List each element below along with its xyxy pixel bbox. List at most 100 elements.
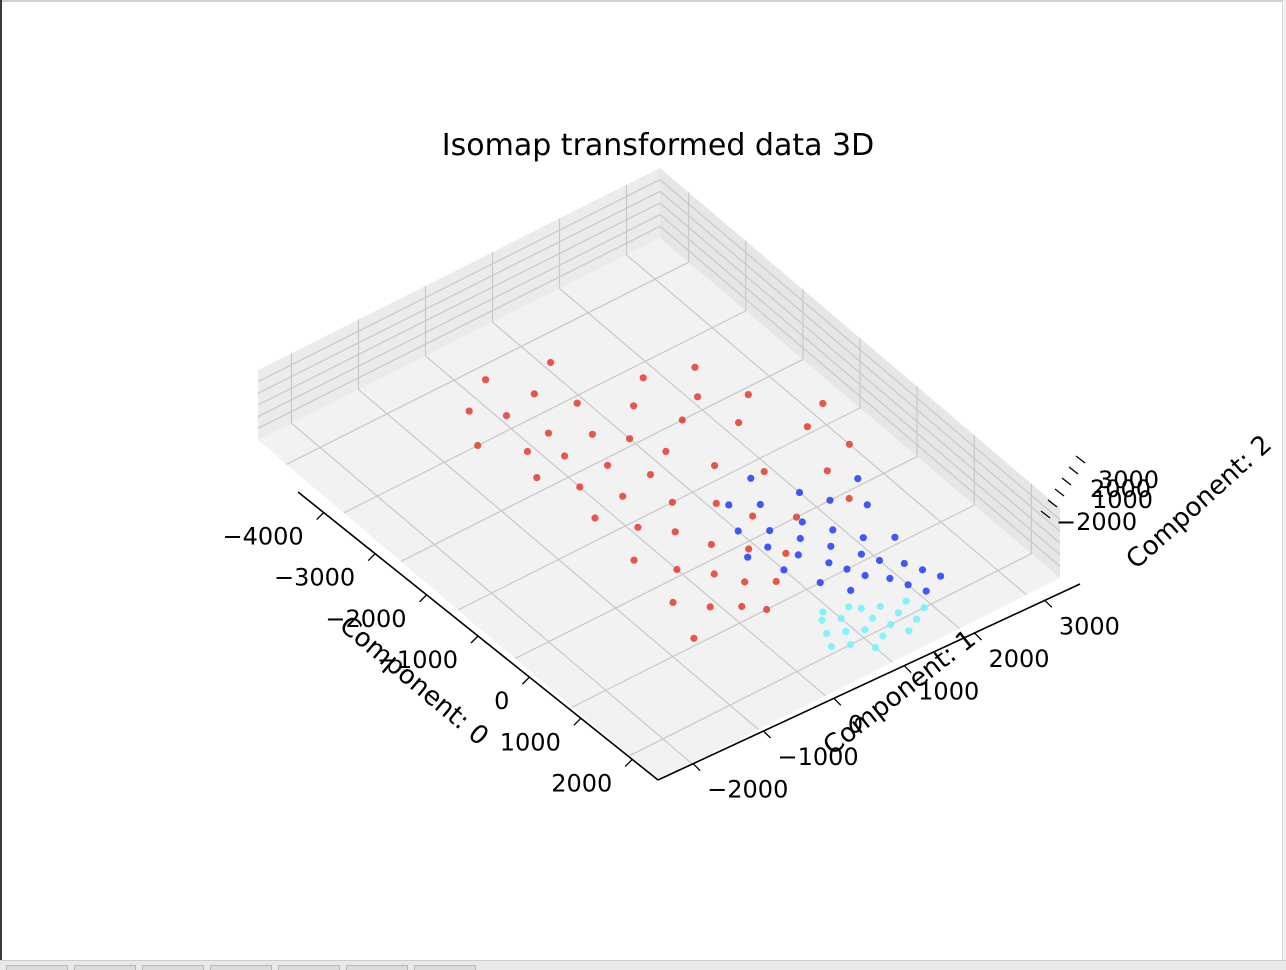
gridline-x [286, 261, 689, 465]
gridline-y [559, 288, 960, 629]
scatter-point [561, 452, 569, 460]
scatter-point [845, 603, 853, 611]
scatter-point [937, 572, 945, 580]
scatter-point [795, 488, 804, 497]
z-tick [1040, 510, 1051, 519]
scatter-point [619, 492, 627, 500]
scatter-point [482, 376, 490, 384]
toolbar-button[interactable] [278, 965, 340, 970]
scatter-point [573, 399, 581, 407]
scatter-point [920, 604, 928, 612]
gridline-z [257, 202, 661, 406]
scatter-point [857, 604, 865, 613]
gridline-z [257, 225, 661, 429]
scatter-point [826, 496, 834, 504]
scatter-point [846, 641, 855, 649]
z-tick [1054, 488, 1065, 497]
x-tick [573, 717, 582, 726]
scatter-point [796, 534, 804, 543]
gridline-z [257, 214, 661, 418]
y-tick [692, 763, 701, 772]
scatter-point [734, 527, 742, 535]
gridline-x [400, 358, 804, 562]
scatter-point [741, 578, 749, 586]
gridline-y [358, 389, 759, 730]
scatter-point [523, 447, 532, 456]
x-tick-label: −2000 [325, 605, 406, 633]
x-tick-label: 2000 [551, 769, 612, 797]
toolbar-button[interactable] [210, 965, 272, 970]
scatter-point [798, 518, 806, 526]
scatter-point [760, 468, 768, 476]
scatter-point [634, 523, 642, 531]
scatter-point [823, 467, 831, 475]
z-tick-label: 3000 [1098, 466, 1159, 494]
z-tick-label: 1000 [1092, 486, 1153, 514]
toolbar-button[interactable] [346, 965, 408, 970]
window-top-border [0, 0, 1286, 2]
scatter-point [819, 399, 827, 408]
scatter-point [756, 500, 764, 509]
scatter-point [544, 429, 553, 437]
x-tick [367, 553, 376, 562]
scatter-point [825, 559, 833, 567]
scatter-point [875, 556, 884, 565]
scatter-point [588, 430, 597, 438]
z-tick [1075, 455, 1086, 464]
gridline-y [425, 355, 826, 697]
axes-lines [297, 455, 1086, 781]
scatter-point [902, 597, 910, 605]
scatter-point [604, 461, 612, 469]
toolbar-button[interactable] [414, 965, 476, 970]
x-tick [419, 594, 428, 603]
scatter-point [671, 528, 679, 536]
scatter-point [772, 577, 780, 586]
scatter-point [725, 501, 733, 509]
scatter-point [842, 627, 850, 636]
scatter-point [905, 627, 913, 635]
gridline-y [626, 254, 1027, 596]
y-tick-label: 3000 [1059, 612, 1120, 640]
toolbar-button[interactable] [74, 965, 136, 970]
scatter-point [879, 632, 887, 640]
gridline-x [629, 553, 1032, 757]
scatter-point [894, 609, 903, 617]
toolbar-button[interactable] [6, 965, 68, 970]
toolbar-button[interactable] [142, 965, 204, 970]
scatter-point [863, 501, 871, 509]
scatter-point [668, 498, 677, 506]
x-tick-label: 0 [494, 687, 509, 715]
window-right-scrollbar[interactable] [1282, 0, 1286, 970]
y-tick-label: 2000 [989, 645, 1050, 673]
scatter-point [847, 586, 855, 595]
scatter-point [792, 513, 801, 521]
x-tick-label: −1000 [377, 646, 458, 674]
window-left-border [0, 0, 2, 970]
scatter-point [843, 565, 851, 573]
scatter-point [869, 614, 877, 622]
gridline-z [659, 202, 1061, 544]
scatter-point [735, 419, 743, 427]
scatter-point [530, 390, 538, 398]
scatter-point [904, 581, 912, 589]
scatter-point [886, 574, 894, 583]
scatter-point [922, 587, 930, 595]
scatter-point [827, 542, 835, 550]
scatter-point [669, 598, 677, 607]
x-tick-label: 1000 [500, 728, 561, 756]
gridline-z [659, 179, 1061, 521]
scatter-point [845, 494, 853, 503]
scatter-point [766, 527, 774, 535]
x-tick [521, 676, 530, 685]
scatter-point [891, 533, 899, 541]
scatter-point [845, 440, 854, 448]
scatter-point [707, 540, 716, 549]
scatter-point [764, 543, 772, 551]
scatter-point [837, 614, 845, 623]
y-axis-line [657, 583, 1081, 781]
scatter-point [829, 526, 837, 534]
scatter-point [694, 393, 702, 401]
scatter-point [706, 603, 714, 611]
